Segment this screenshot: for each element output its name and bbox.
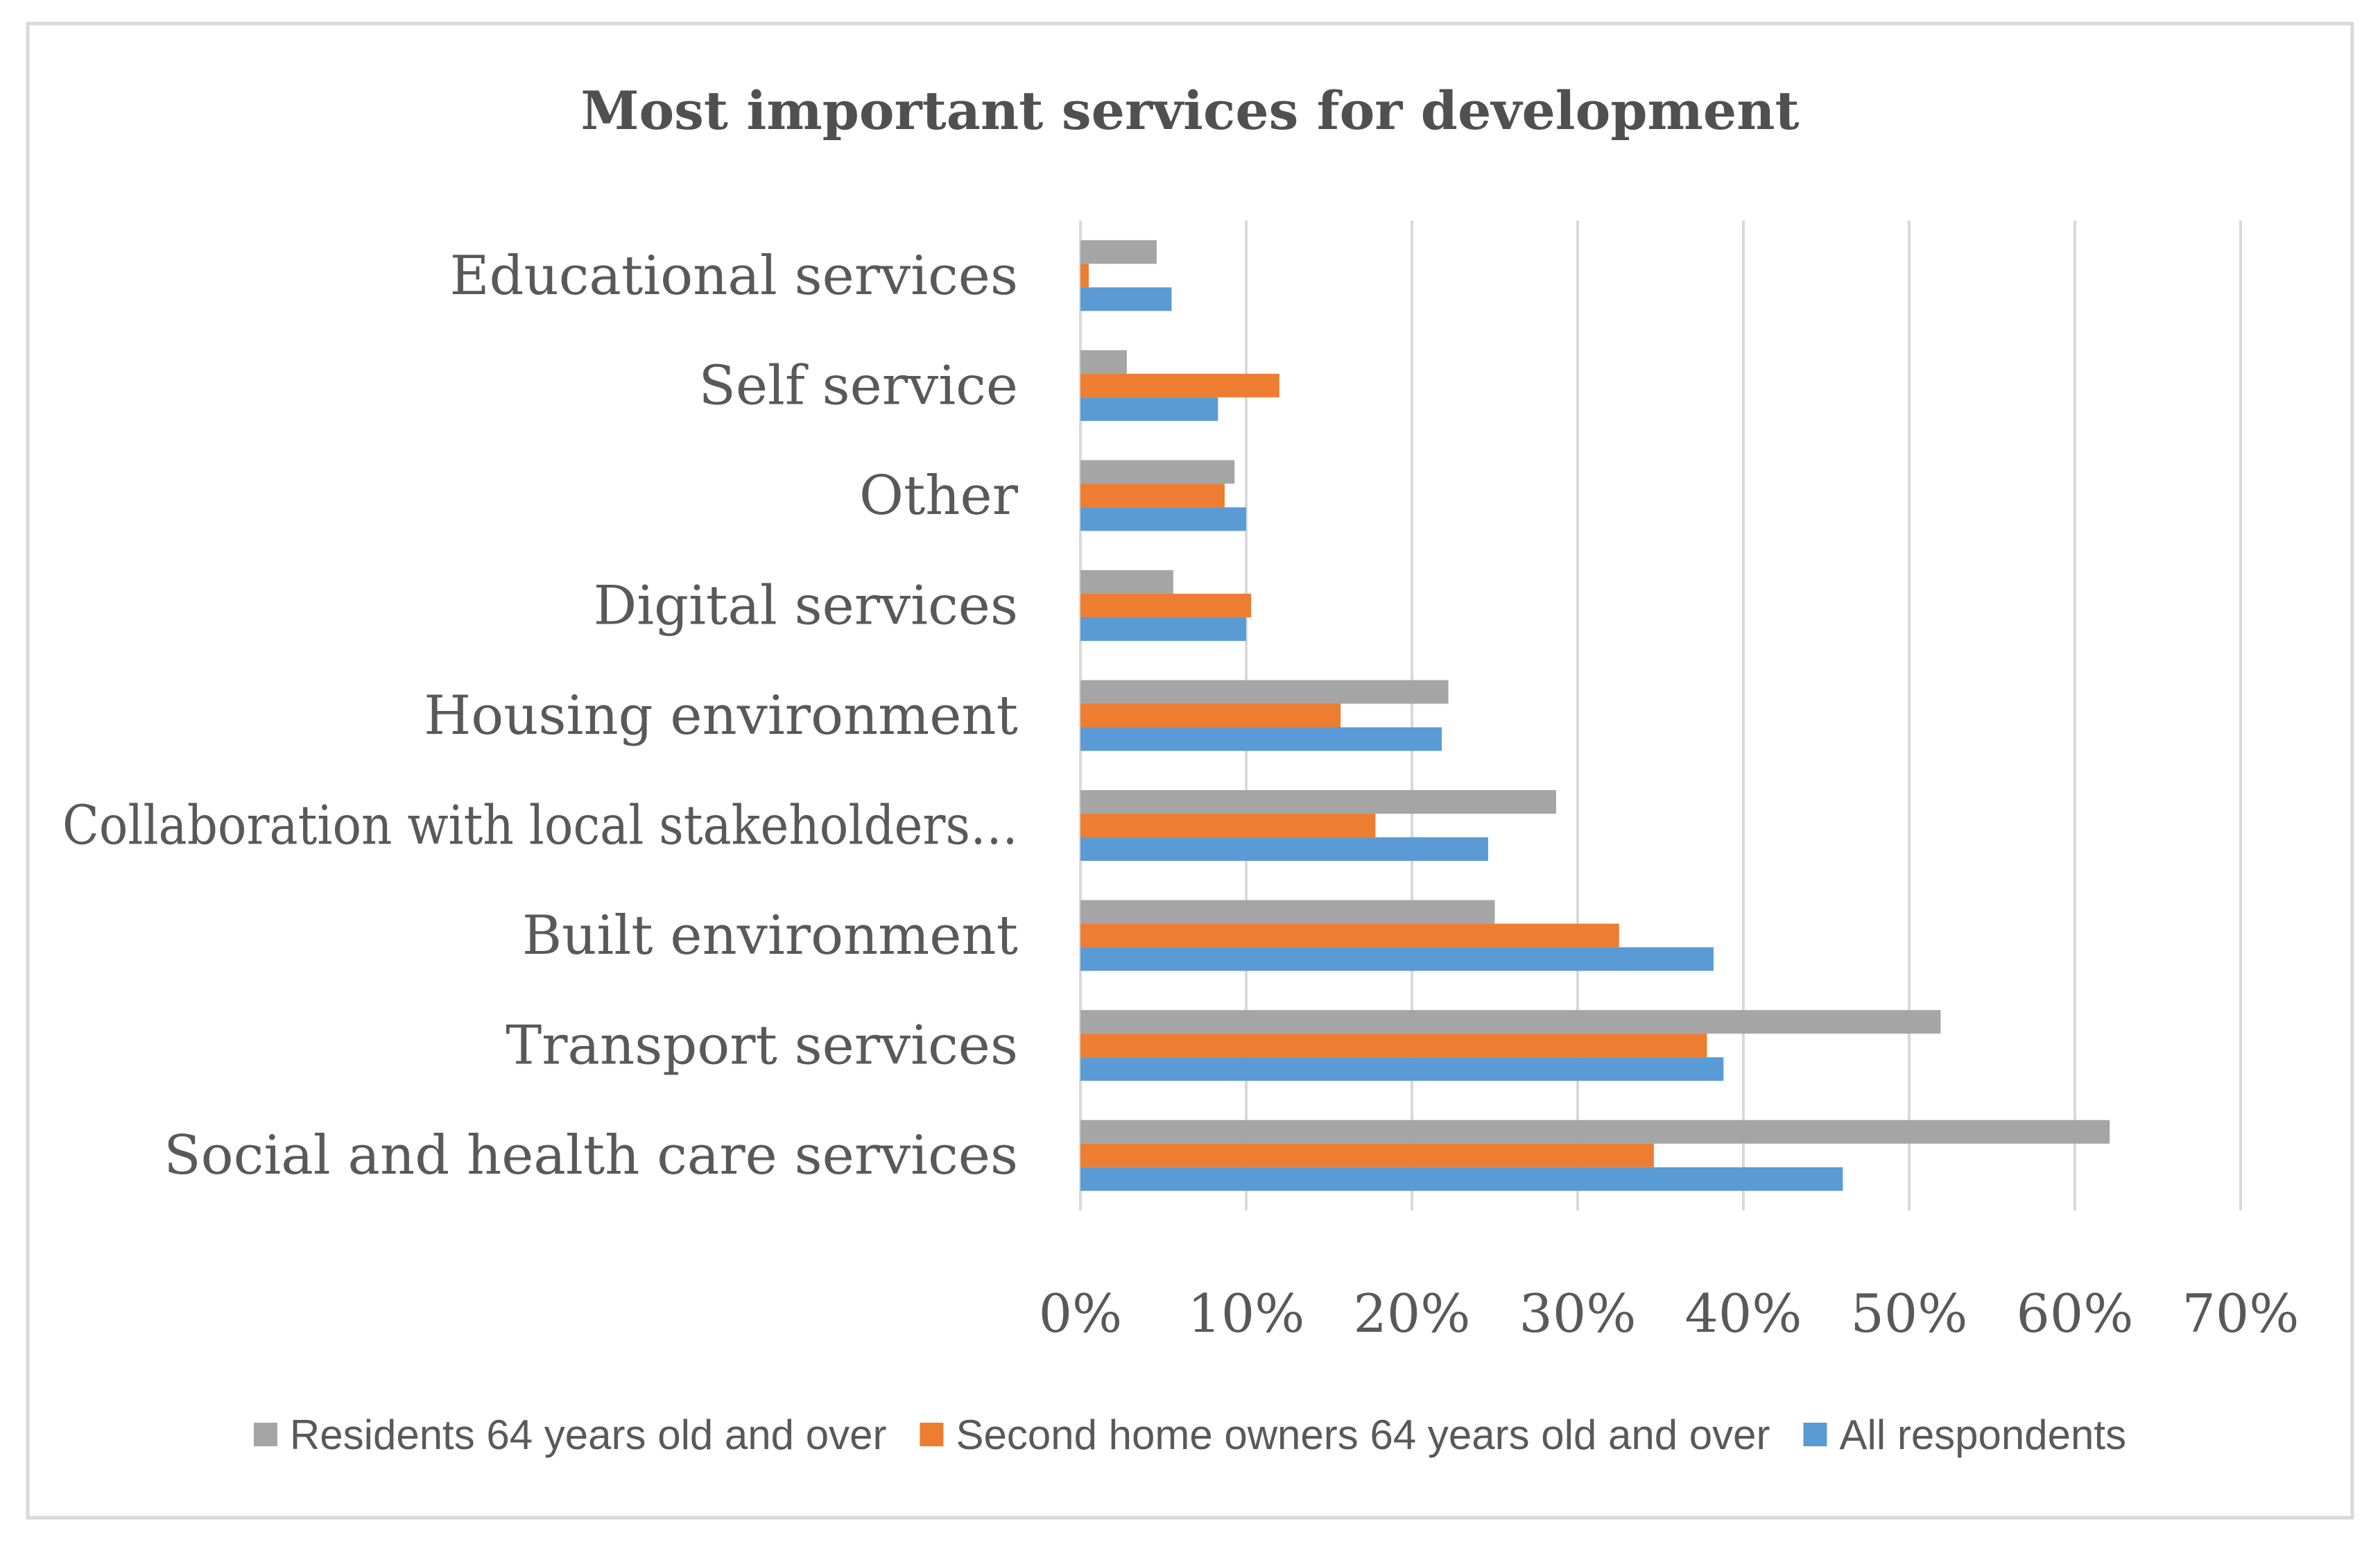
legend-item-1: Residents 64 years old and over <box>253 1412 887 1458</box>
x-tick-label: 40% <box>1685 1283 1802 1344</box>
category-label: Housing environment <box>424 685 1018 747</box>
legend-swatch <box>920 1423 944 1446</box>
bar-1-9 <box>1080 1120 2110 1144</box>
legend-item-2: Second home owners 64 years old and over <box>920 1412 1770 1458</box>
bar-1-3 <box>1080 460 1235 484</box>
legend-label: Residents 64 years old and over <box>290 1412 887 1458</box>
bar-3-3 <box>1080 507 1246 531</box>
legend-swatch <box>1803 1423 1827 1446</box>
legend-label: All respondents <box>1839 1412 2126 1458</box>
bar-1-5 <box>1080 680 1449 704</box>
x-tick-labels: 0% 10% 20% 30% 40% 50% 60% 70% <box>1039 1283 2300 1344</box>
category-label: Digital services <box>594 574 1018 637</box>
bar-2-3 <box>1080 483 1225 508</box>
bar-3-9 <box>1080 1167 1843 1191</box>
x-tick-label: 60% <box>2017 1283 2134 1344</box>
bar-1-7 <box>1080 900 1495 924</box>
bar-3-7 <box>1080 947 1714 971</box>
chart-title: Most important services for development <box>580 80 1799 142</box>
legend-item-3: All respondents <box>1803 1412 2126 1458</box>
bar-2-8 <box>1080 1034 1707 1058</box>
bar-3-5 <box>1080 727 1442 751</box>
bar-2-4 <box>1080 593 1252 617</box>
category-label: Self service <box>698 354 1018 417</box>
chart-frame <box>26 22 2354 1520</box>
bar-1-2 <box>1080 350 1127 374</box>
x-tick-label: 50% <box>1851 1283 1968 1344</box>
bars <box>1080 240 2110 1191</box>
category-label: Other <box>859 465 1019 527</box>
legend-label: Second home owners 64 years old and over <box>956 1412 1770 1458</box>
category-label: Social and health care services <box>164 1124 1018 1187</box>
bar-3-6 <box>1080 837 1488 862</box>
category-label: Built environment <box>522 905 1018 967</box>
bar-3-4 <box>1080 617 1246 641</box>
legend-swatch <box>253 1423 277 1446</box>
category-label: Collaboration with local stakeholders… <box>62 795 1018 857</box>
bar-2-5 <box>1080 703 1341 728</box>
legend: Residents 64 years old and over Second ho… <box>253 1412 2126 1458</box>
bar-1-4 <box>1080 569 1173 594</box>
bar-2-1 <box>1080 264 1089 288</box>
x-tick-label: 70% <box>2182 1283 2300 1344</box>
category-label: Transport services <box>506 1015 1018 1077</box>
bar-1-6 <box>1080 790 1556 814</box>
x-tick-label: 10% <box>1188 1283 1305 1344</box>
category-labels: Educational services Self service Other Dig… <box>62 245 1019 1187</box>
bar-1-1 <box>1080 240 1157 264</box>
bar-2-7 <box>1080 923 1619 948</box>
bar-3-1 <box>1080 287 1172 311</box>
bar-1-8 <box>1080 1010 1941 1034</box>
bar-2-9 <box>1080 1143 1654 1167</box>
bar-3-8 <box>1080 1057 1724 1081</box>
x-tick-label: 0% <box>1039 1283 1123 1344</box>
category-label: Educational services <box>450 245 1018 307</box>
x-tick-label: 20% <box>1354 1283 1471 1344</box>
x-tick-label: 30% <box>1519 1283 1637 1344</box>
bar-3-2 <box>1080 397 1218 421</box>
bar-2-2 <box>1080 373 1279 397</box>
bar-2-6 <box>1080 814 1376 838</box>
